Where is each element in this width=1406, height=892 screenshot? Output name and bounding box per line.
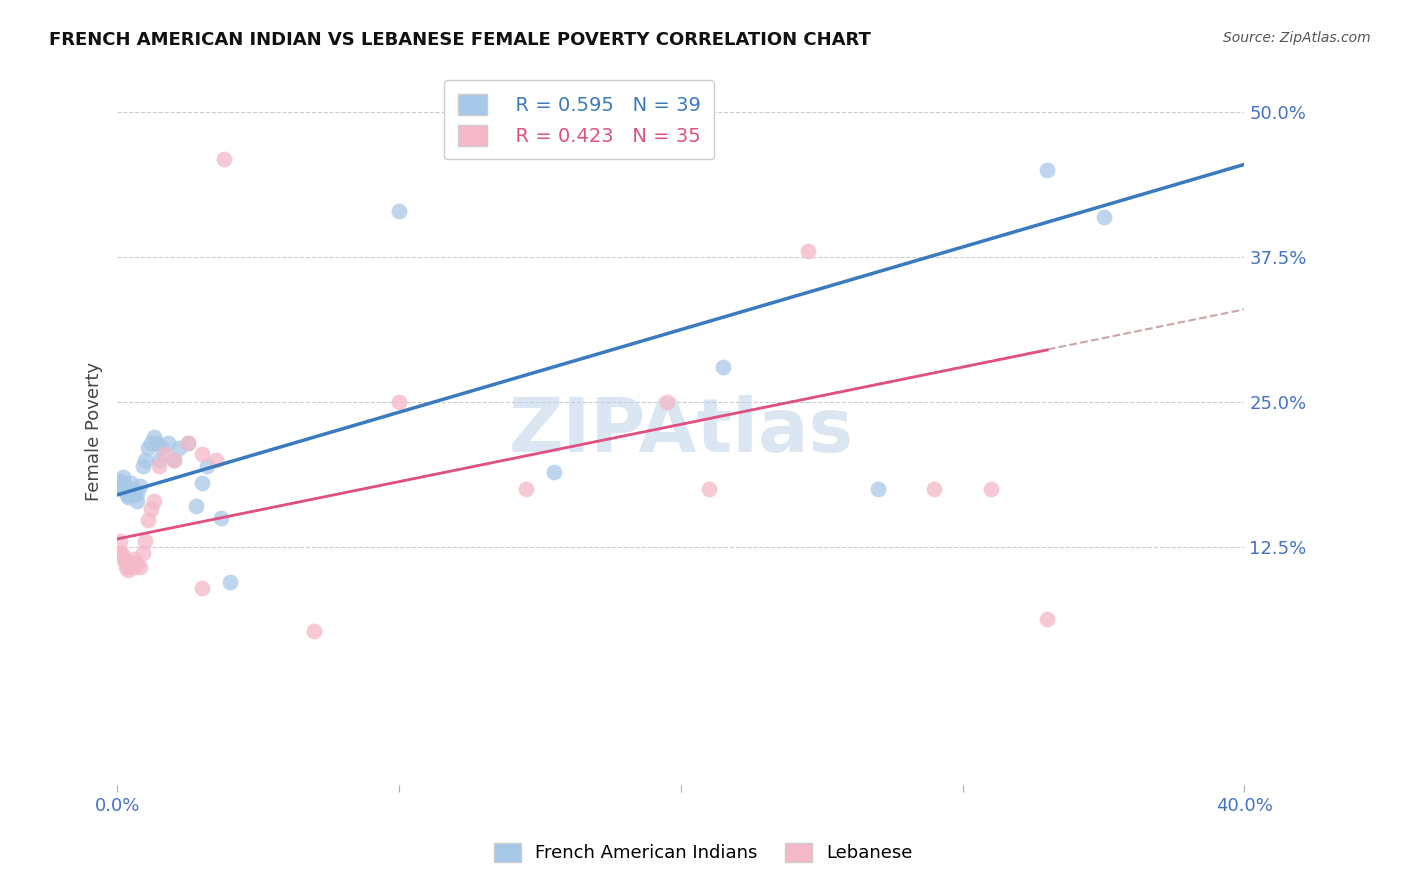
Point — [128, 559, 150, 574]
Point — [150, 442, 173, 456]
Text: FRENCH AMERICAN INDIAN VS LEBANESE FEMALE POVERTY CORRELATION CHART: FRENCH AMERICAN INDIAN VS LEBANESE FEMAL… — [49, 31, 872, 49]
Point — [134, 453, 156, 467]
Point — [214, 152, 236, 166]
Point — [204, 453, 226, 467]
Point — [156, 435, 179, 450]
Point — [134, 534, 156, 549]
Point — [219, 574, 242, 589]
Point — [128, 478, 150, 492]
Point — [120, 476, 142, 491]
Point — [125, 485, 148, 500]
Point — [304, 624, 326, 638]
Point — [108, 478, 131, 492]
Point — [980, 482, 1002, 496]
Point — [1036, 163, 1059, 178]
Point — [388, 203, 411, 218]
Point — [655, 395, 678, 409]
Point — [120, 555, 142, 569]
Point — [131, 458, 153, 473]
Point — [145, 435, 167, 450]
Text: Source: ZipAtlas.com: Source: ZipAtlas.com — [1223, 31, 1371, 45]
Point — [111, 548, 134, 562]
Legend:   R = 0.595   N = 39,   R = 0.423   N = 35: R = 0.595 N = 39, R = 0.423 N = 35 — [444, 80, 714, 160]
Point — [114, 485, 136, 500]
Point — [111, 551, 134, 566]
Point — [139, 501, 162, 516]
Point — [122, 551, 145, 566]
Point — [111, 470, 134, 484]
Point — [162, 453, 184, 467]
Point — [190, 476, 212, 491]
Point — [195, 458, 218, 473]
Point — [120, 482, 142, 496]
Point — [211, 511, 233, 525]
Point — [167, 442, 190, 456]
Y-axis label: Female Poverty: Female Poverty — [86, 361, 103, 500]
Point — [190, 581, 212, 595]
Point — [131, 546, 153, 560]
Point — [108, 534, 131, 549]
Point — [184, 500, 207, 514]
Point — [148, 458, 170, 473]
Point — [117, 558, 139, 572]
Point — [148, 453, 170, 467]
Point — [1092, 210, 1115, 224]
Point — [108, 546, 131, 560]
Point — [543, 465, 565, 479]
Point — [139, 435, 162, 450]
Point — [711, 360, 734, 375]
Point — [697, 482, 720, 496]
Point — [142, 493, 165, 508]
Point — [176, 435, 198, 450]
Point — [796, 244, 818, 259]
Point — [868, 482, 890, 496]
Point — [924, 482, 946, 496]
Point — [176, 435, 198, 450]
Point — [117, 488, 139, 502]
Text: ZIPAtlas: ZIPAtlas — [508, 394, 853, 467]
Point — [136, 513, 159, 527]
Point — [162, 453, 184, 467]
Point — [125, 558, 148, 572]
Point — [114, 555, 136, 569]
Point — [108, 474, 131, 488]
Point — [122, 488, 145, 502]
Point — [117, 563, 139, 577]
Point — [125, 493, 148, 508]
Point — [136, 442, 159, 456]
Point — [114, 482, 136, 496]
Legend: French American Indians, Lebanese: French American Indians, Lebanese — [486, 836, 920, 870]
Point — [1036, 612, 1059, 626]
Point — [117, 490, 139, 504]
Point — [190, 447, 212, 461]
Point — [515, 482, 537, 496]
Point — [111, 476, 134, 491]
Point — [122, 559, 145, 574]
Point — [142, 430, 165, 444]
Point — [114, 478, 136, 492]
Point — [114, 559, 136, 574]
Point — [153, 447, 176, 461]
Point — [388, 395, 411, 409]
Point — [111, 482, 134, 496]
